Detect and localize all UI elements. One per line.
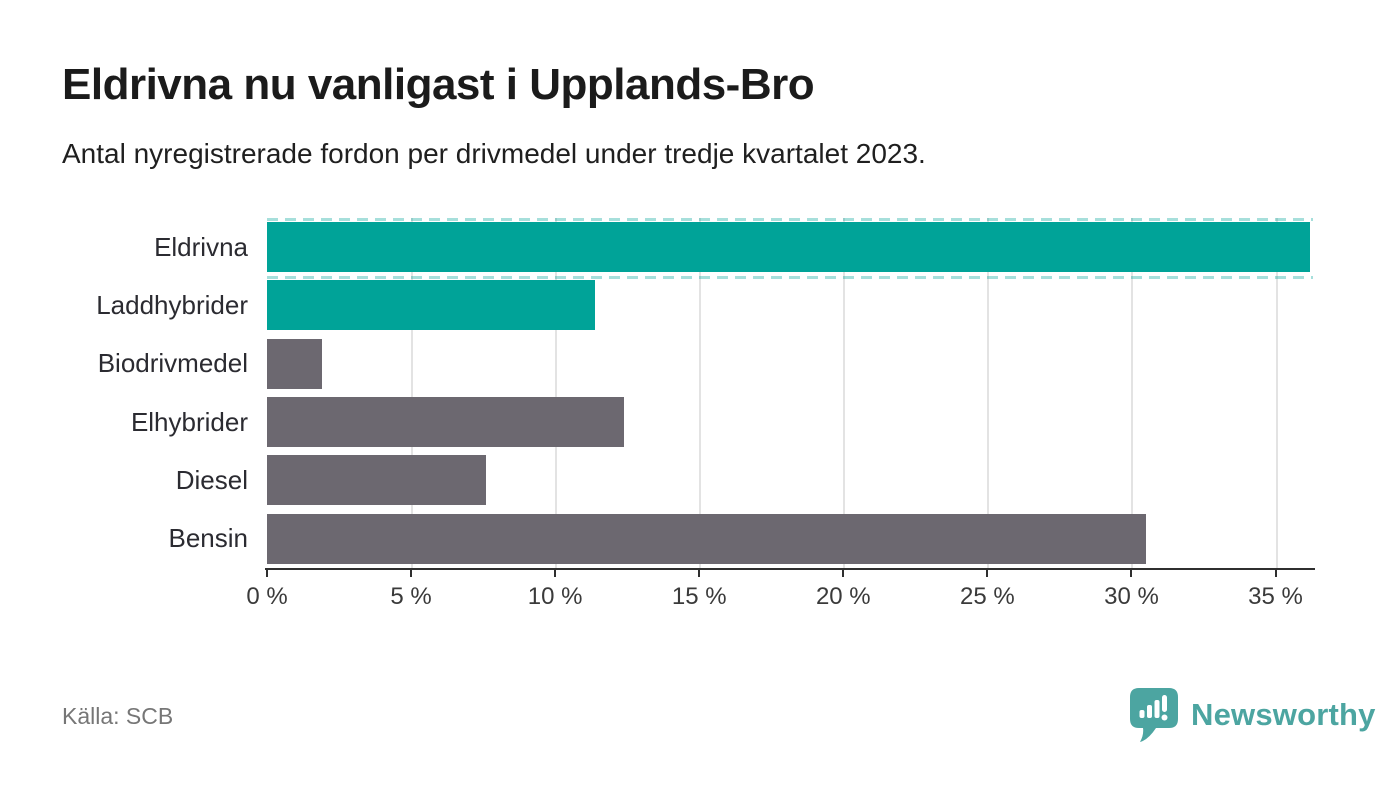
gridline-25 <box>987 218 990 568</box>
x-axis-tick-label: 15 % <box>671 583 727 610</box>
source-label: Källa: SCB <box>62 703 174 729</box>
x-axis-tick <box>842 568 845 577</box>
x-axis-tick-label: 0 % <box>246 583 288 610</box>
bar-diesel <box>267 455 486 506</box>
newsworthy-logo: Newsworthy <box>1128 686 1376 744</box>
category-axis-labels: Eldrivna Laddhybrider Biodrivmedel Elhybrid… <box>0 218 248 568</box>
category-label: Diesel <box>175 464 248 495</box>
chart-subtitle: Antal nyregistrerade fordon per drivmede… <box>62 138 926 169</box>
bar-row <box>267 451 1313 509</box>
dashed-guide-line <box>267 218 1313 221</box>
x-axis-tick-label: 5 % <box>390 583 432 610</box>
gridline-20 <box>843 218 846 568</box>
x-axis-tick <box>410 568 413 577</box>
x-axis-tick-label: 35 % <box>1248 583 1303 610</box>
x-axis-tick-label: 25 % <box>960 583 1015 610</box>
bar-eldrivna <box>267 222 1311 272</box>
bar-row <box>267 510 1313 568</box>
bar-laddhybrider <box>267 280 596 331</box>
x-axis-tick <box>1130 568 1133 577</box>
x-axis-tick <box>986 568 989 577</box>
newsworthy-logo-text: Newsworthy <box>1191 697 1376 732</box>
bar-elhybrider <box>267 397 625 447</box>
category-label: Eldrivna <box>154 231 248 262</box>
category-label: Bensin <box>168 523 249 554</box>
bar-row <box>267 335 1313 393</box>
category-label: Elhybrider <box>130 406 248 437</box>
category-label: Biodrivmedel <box>97 348 248 379</box>
bar-row <box>267 393 1313 451</box>
x-axis-tick-label: 20 % <box>815 583 871 610</box>
x-axis-tick <box>266 568 268 577</box>
x-axis-line <box>265 568 1315 570</box>
x-axis-tick <box>698 568 701 577</box>
gridline-30 <box>1131 218 1134 568</box>
x-axis-tick-label: 10 % <box>527 583 583 610</box>
gridline-15 <box>699 218 702 568</box>
gridline-35 <box>1275 218 1278 568</box>
bar-biodrivmedel <box>267 338 322 389</box>
bar-bensin <box>267 513 1146 564</box>
dashed-guide-line <box>267 276 1313 280</box>
category-label: Laddhybrider <box>96 289 248 320</box>
x-axis-tick <box>1274 568 1277 577</box>
chart-title: Eldrivna nu vanligast i Upplands-Bro <box>62 60 815 109</box>
bar-row <box>267 218 1313 276</box>
gridline-5 <box>411 218 414 568</box>
gridline-10 <box>555 218 558 568</box>
bar-row <box>267 276 1313 334</box>
x-axis-tick-label: 30 % <box>1104 583 1159 610</box>
bar-chart-plot-area: 0 % 5 % 10 % 15 % 20 % 25 % 30 % 35 % <box>246 218 1315 610</box>
x-axis-tick <box>554 568 557 577</box>
newsworthy-logo-icon <box>1130 688 1178 742</box>
